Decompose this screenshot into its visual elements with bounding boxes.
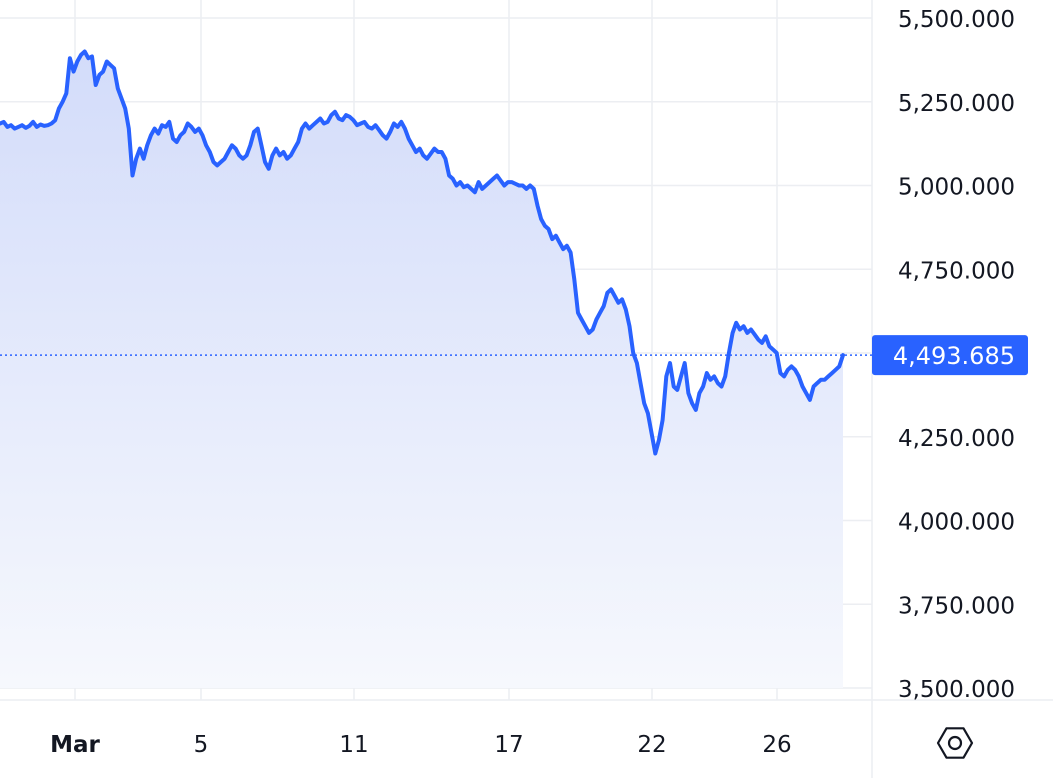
axis-layer: 5,500.000 5,250.000 5,000.000 4,750.000 4,25… bbox=[50, 7, 1015, 758]
y-tick-label: 5,000.000 bbox=[898, 175, 1015, 201]
y-tick-label: 4,250.000 bbox=[898, 426, 1015, 452]
y-tick-label: 4,750.000 bbox=[898, 258, 1015, 284]
y-tick-label: 4,000.000 bbox=[898, 510, 1015, 536]
hexagon-gear-icon[interactable] bbox=[936, 727, 974, 759]
x-tick-label: 17 bbox=[494, 732, 523, 758]
y-tick-label: 5,250.000 bbox=[898, 91, 1015, 117]
area-fill-layer bbox=[0, 51, 843, 688]
last-price-label: 4,493.685 bbox=[893, 342, 1015, 370]
hexagon-gear-icon-center bbox=[947, 735, 963, 751]
y-tick-label: 5,500.000 bbox=[898, 7, 1015, 33]
last-price-marker: 4,493.685 bbox=[0, 335, 1028, 376]
y-tick-label: 3,500.000 bbox=[898, 677, 1015, 703]
series-line-layer bbox=[0, 49, 845, 456]
series-line bbox=[0, 49, 845, 456]
last-price-badge bbox=[872, 335, 1028, 376]
x-tick-label: 22 bbox=[637, 732, 666, 758]
y-tick-label: 3,750.000 bbox=[898, 593, 1015, 619]
chart-settings-button[interactable] bbox=[936, 727, 974, 759]
x-tick-label: 26 bbox=[762, 732, 791, 758]
x-tick-label: Mar bbox=[50, 732, 100, 758]
x-tick-label: 11 bbox=[339, 732, 368, 758]
x-tick-label: 5 bbox=[194, 732, 209, 758]
area-fill bbox=[0, 51, 843, 688]
